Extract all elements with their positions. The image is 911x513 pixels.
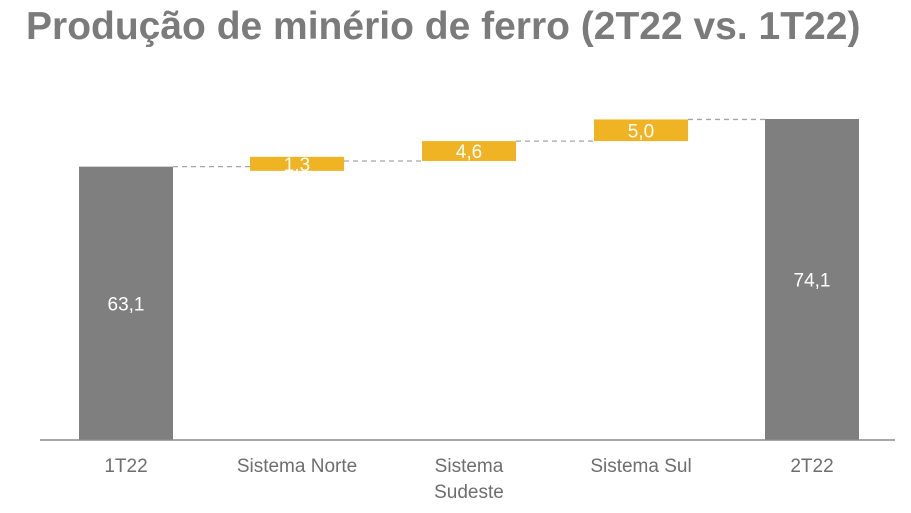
tick-label-sistema-norte: Sistema Norte	[237, 456, 357, 477]
data-label-sistema-norte: 1,3	[284, 155, 310, 176]
tick-label-1t22: 1T22	[104, 456, 147, 477]
data-labels: 63,1 1,3 4,6 5,0 74,1	[108, 121, 831, 315]
data-label-sistema-sul: 5,0	[628, 121, 654, 142]
bar-sistema-norte	[250, 156, 344, 171]
tick-label-sistema-sudeste: Sistema Sudeste	[434, 456, 504, 503]
bars	[79, 119, 859, 440]
bar-sistema-sudeste	[422, 141, 516, 162]
x-axis-tick-labels: 1T22 Sistema Norte Sistema Sudeste Sistema S…	[104, 456, 833, 503]
chart-title: Produção de minério de ferro (2T22 vs. 1…	[26, 5, 861, 48]
bar-1t22	[79, 166, 173, 440]
tick-label-sistema-sul: Sistema Sul	[590, 456, 691, 477]
data-label-1t22: 63,1	[108, 294, 145, 315]
tick-label-2t22: 2T22	[790, 456, 833, 477]
bar-sistema-sul	[594, 119, 688, 142]
connector-lines	[173, 118, 765, 168]
bar-2t22	[765, 119, 859, 440]
data-label-sistema-sudeste: 4,6	[456, 142, 482, 163]
data-label-2t22: 74,1	[794, 271, 831, 292]
